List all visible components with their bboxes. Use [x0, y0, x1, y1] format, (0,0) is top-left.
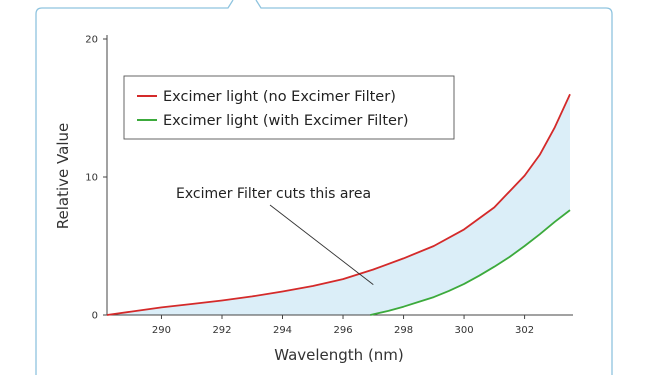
- x-tick-label: 298: [394, 325, 413, 336]
- x-tick-label: 300: [455, 325, 474, 336]
- legend-box: [123, 75, 455, 140]
- filtered-area-fill: [107, 94, 570, 315]
- y-tick-label: 20: [85, 35, 98, 46]
- panel-frame: [35, 0, 613, 375]
- plot-area: 290 292 294 296 298 300 302 0 10 20: [85, 35, 573, 336]
- annotation-leader-line: [269, 204, 374, 285]
- y-tick-label: 0: [92, 311, 98, 322]
- x-tick-label: 302: [515, 325, 534, 336]
- x-axis-title: Wavelength (nm): [274, 346, 404, 364]
- x-tick-label: 294: [273, 325, 292, 336]
- annotation-text: Excimer Filter cuts this area: [176, 186, 371, 202]
- y-tick-label: 10: [85, 173, 98, 184]
- legend-label-no-filter: Excimer light (no Excimer Filter): [163, 89, 396, 105]
- legend-label-with-filter: Excimer light (with Excimer Filter): [163, 113, 409, 129]
- legend: Excimer light (no Excimer Filter) Excime…: [123, 75, 455, 140]
- x-tick-label: 290: [152, 325, 171, 336]
- series-line-no-filter: [106, 93, 571, 316]
- y-axis-title: Relative Value: [54, 123, 72, 229]
- series-line-with-filter: [370, 209, 571, 316]
- x-tick-label: 292: [212, 325, 231, 336]
- x-tick-label: 296: [333, 325, 352, 336]
